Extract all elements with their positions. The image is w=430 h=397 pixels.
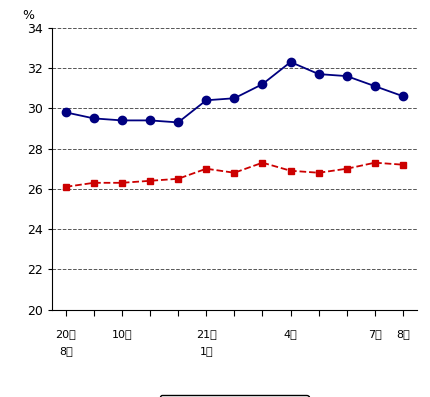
岐阜県 xyxy=(147,118,153,123)
岐阜県 xyxy=(316,72,321,77)
Text: 10月: 10月 xyxy=(111,329,132,339)
岐阜県 xyxy=(63,110,68,115)
全国 xyxy=(288,168,293,173)
Line: 全国: 全国 xyxy=(62,159,406,190)
岐阜県 xyxy=(400,94,405,98)
全国 xyxy=(372,160,378,165)
全国 xyxy=(147,178,153,183)
全国 xyxy=(91,180,96,185)
岐阜県 xyxy=(232,96,237,100)
全国 xyxy=(344,166,350,171)
Legend: 岐阜県, 全国: 岐阜県, 全国 xyxy=(160,395,309,397)
Text: %: % xyxy=(22,9,34,22)
全国 xyxy=(316,170,321,175)
Line: 岐阜県: 岐阜県 xyxy=(61,58,407,127)
Text: 8月: 8月 xyxy=(59,346,73,356)
Text: 8月: 8月 xyxy=(396,329,410,339)
岐阜県 xyxy=(344,74,350,79)
岐阜県 xyxy=(372,84,378,89)
岐阜県 xyxy=(175,120,181,125)
岐阜県 xyxy=(288,60,293,64)
Text: 4月: 4月 xyxy=(284,329,298,339)
全国 xyxy=(175,176,181,181)
岐阜県 xyxy=(204,98,209,103)
全国 xyxy=(63,185,68,189)
Text: 1月: 1月 xyxy=(200,346,213,356)
Text: 20年: 20年 xyxy=(55,329,76,339)
Text: 7月: 7月 xyxy=(368,329,382,339)
岐阜県 xyxy=(119,118,124,123)
岐阜県 xyxy=(260,82,265,87)
Text: 21年: 21年 xyxy=(196,329,217,339)
全国 xyxy=(232,170,237,175)
全国 xyxy=(119,180,124,185)
全国 xyxy=(400,162,405,167)
全国 xyxy=(204,166,209,171)
岐阜県 xyxy=(91,116,96,121)
全国 xyxy=(260,160,265,165)
